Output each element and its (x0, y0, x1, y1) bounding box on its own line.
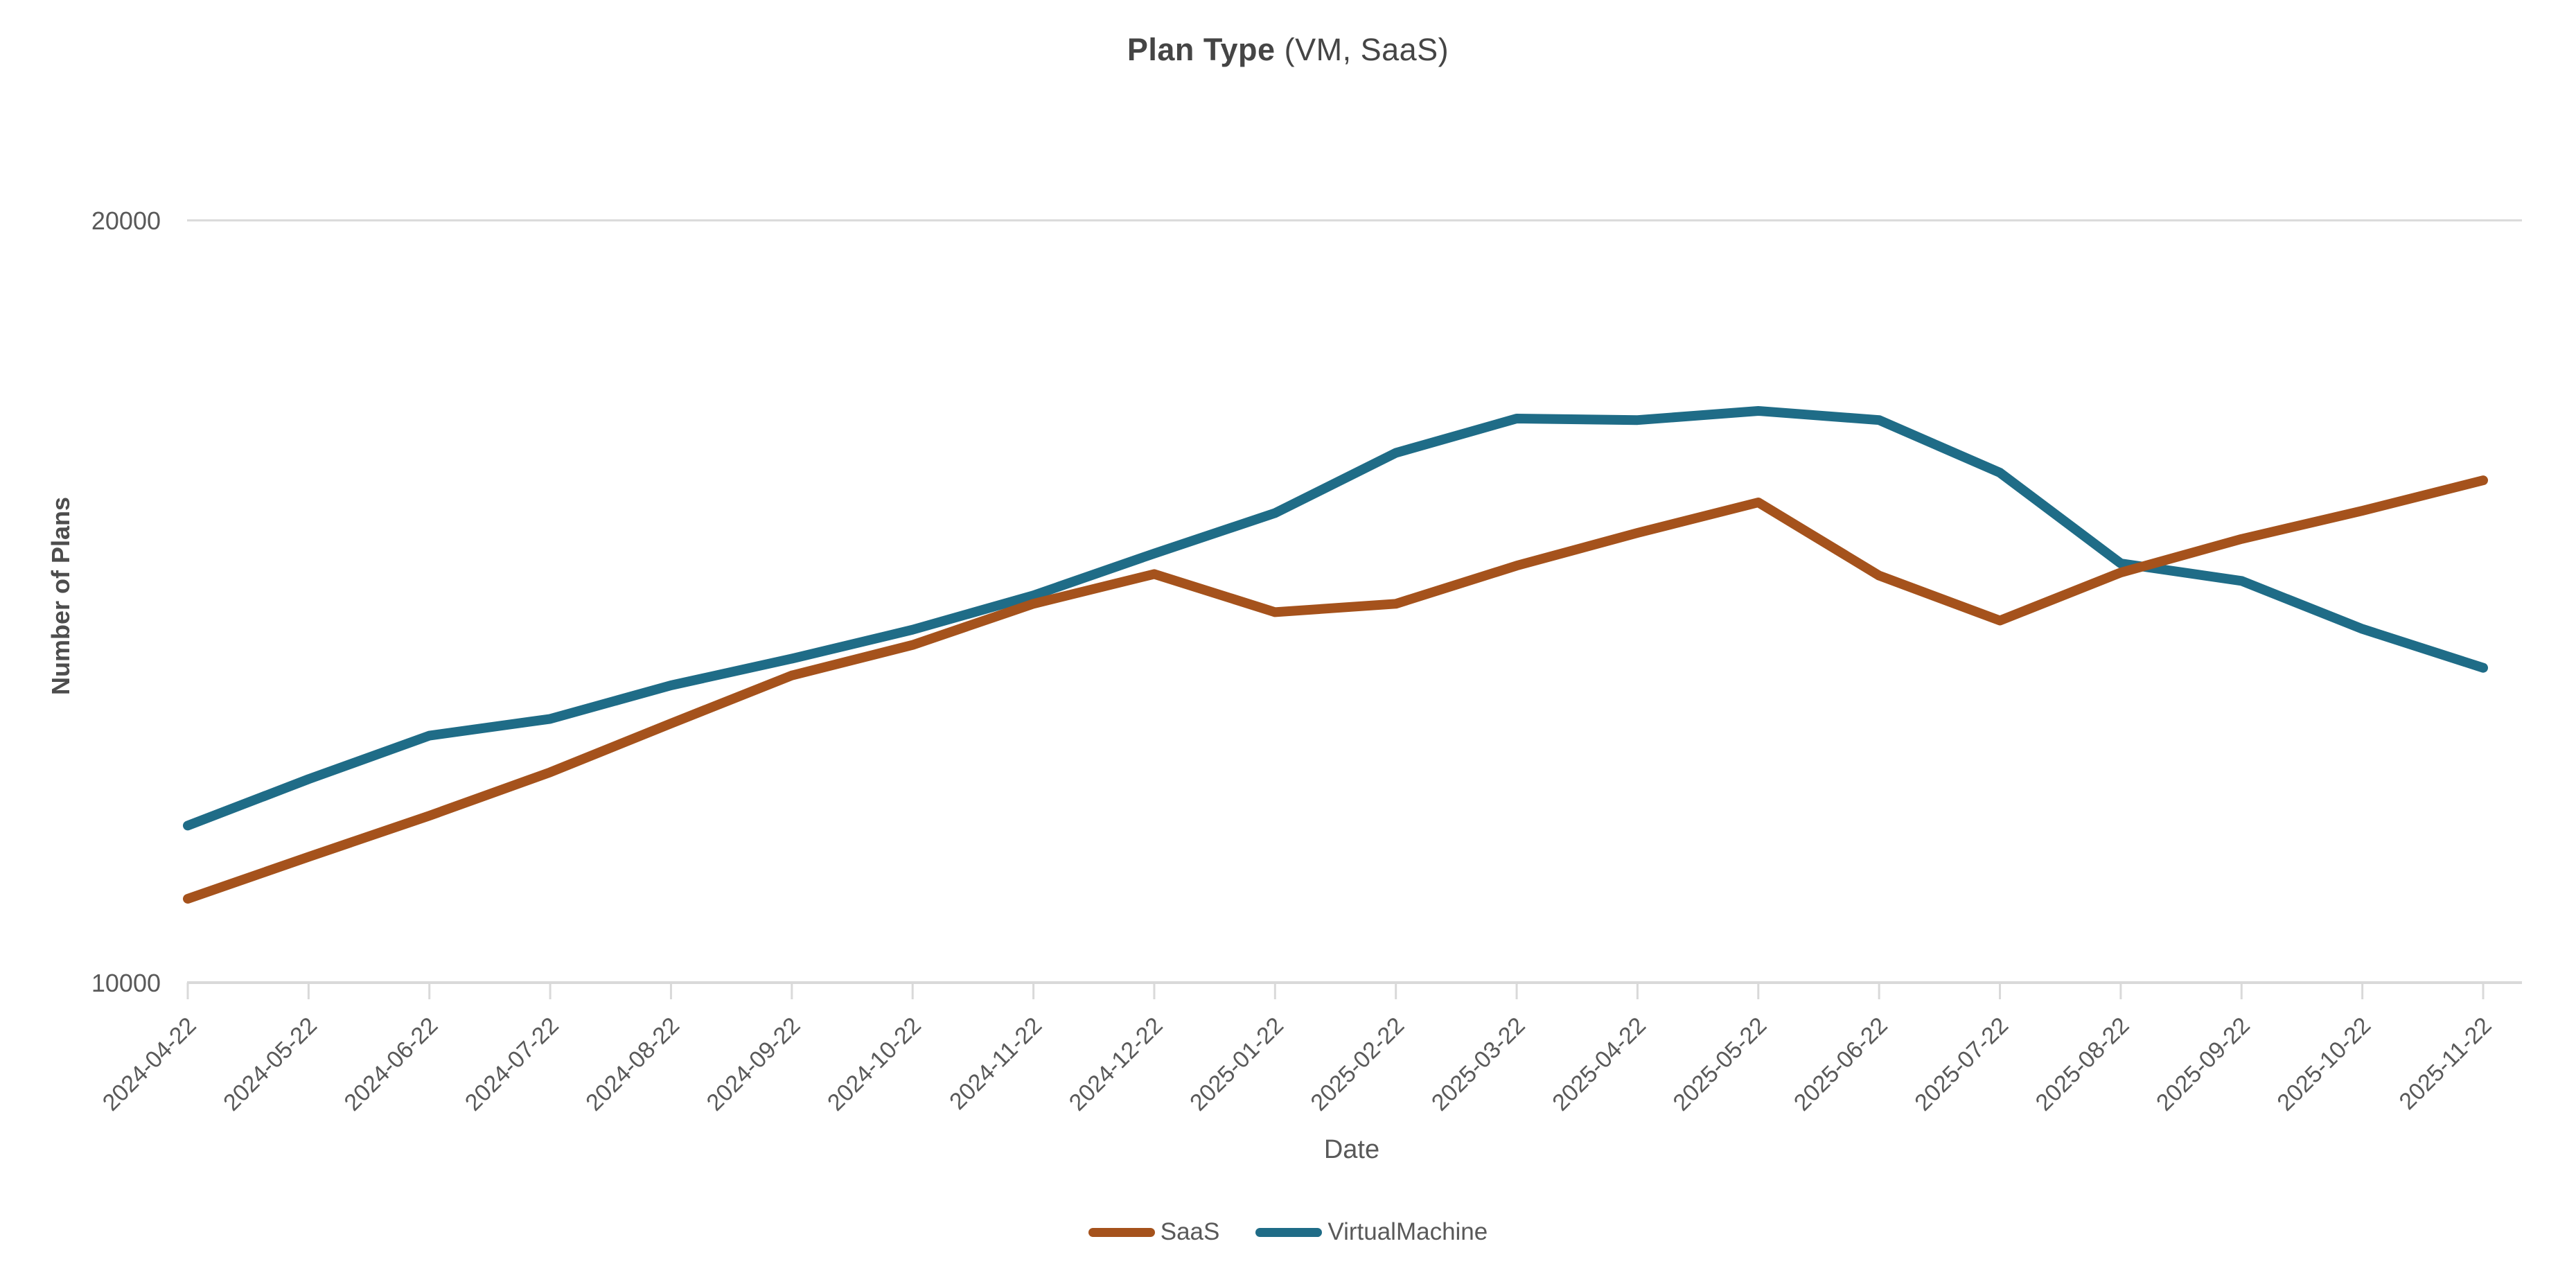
x-tick-label: 2025-01-22 (1185, 1012, 1289, 1116)
y-axis-title: Number of Plans (46, 496, 75, 696)
y-tick-label: 20000 (91, 207, 161, 235)
y-tick-label: 10000 (91, 969, 161, 997)
x-tick-label: 2024-12-22 (1064, 1012, 1168, 1116)
x-tick-label: 2024-04-22 (98, 1012, 202, 1116)
legend: SaaS VirtualMachine (0, 1218, 2576, 1246)
saas-series-label: SaaS (1160, 1218, 1220, 1245)
x-tick-label: 2025-02-22 (1305, 1012, 1409, 1116)
x-tick-label: 2024-08-22 (581, 1012, 685, 1116)
x-tick-label: 2025-10-22 (2272, 1012, 2376, 1116)
x-tick-label: 2025-05-22 (1668, 1012, 1772, 1116)
x-tick-label: 2024-10-22 (822, 1012, 926, 1116)
series-line-saas (183, 475, 2488, 904)
x-tick-label: 2025-09-22 (2151, 1012, 2255, 1116)
x-tick-label: 2025-08-22 (2031, 1012, 2135, 1116)
saas-series-swatch (1088, 1227, 1155, 1237)
x-tick-label: 2025-06-22 (1789, 1012, 1893, 1116)
x-tick-label: 2025-11-22 (2394, 1012, 2497, 1115)
legend-item-virtualmachine[interactable]: VirtualMachine (1255, 1218, 1488, 1246)
series-line-virtualmachine (183, 406, 2488, 831)
chart-title: Plan Type (VM, SaaS) (0, 32, 2576, 68)
chart-title-subtitle: (VM, SaaS) (1275, 32, 1449, 67)
chart-title-main: Plan Type (1127, 32, 1276, 67)
virtualmachine-series-label: VirtualMachine (1327, 1218, 1488, 1245)
x-axis-title: Date (1323, 1135, 1380, 1164)
x-tick-label: 2024-05-22 (218, 1012, 322, 1116)
x-tick-label: 2025-03-22 (1427, 1012, 1530, 1116)
x-tick-label: 2024-06-22 (339, 1012, 443, 1116)
legend-item-saas[interactable]: SaaS (1088, 1218, 1220, 1246)
x-tick-label: 2024-09-22 (702, 1012, 806, 1116)
x-tick-label: 2025-04-22 (1547, 1012, 1651, 1116)
x-tick-label: 2024-11-22 (944, 1012, 1047, 1115)
x-tick-label: 2025-07-22 (1909, 1012, 2013, 1116)
x-tick-label: 2024-07-22 (460, 1012, 564, 1116)
virtualmachine-series-swatch (1255, 1227, 1323, 1237)
